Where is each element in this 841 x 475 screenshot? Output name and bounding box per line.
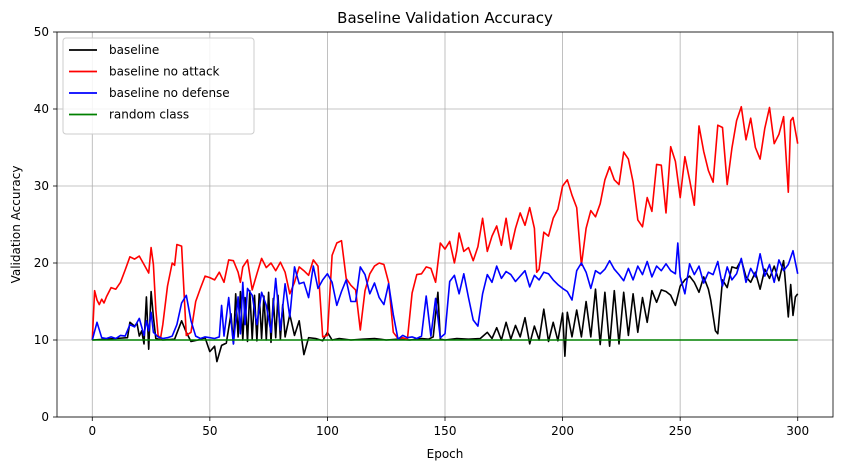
legend-label-baseline-no-defense: baseline no defense xyxy=(109,86,230,100)
x-tick-label: 0 xyxy=(88,424,96,438)
legend: baseline baseline no attack baseline no de… xyxy=(62,37,255,135)
x-tick-label: 50 xyxy=(202,424,217,438)
y-tick-label: 0 xyxy=(41,410,49,424)
y-tick-label: 20 xyxy=(34,256,49,270)
legend-label-random-class: random class xyxy=(109,108,189,122)
x-tick-label: 150 xyxy=(434,424,457,438)
x-tick-label: 250 xyxy=(669,424,692,438)
ticks: 0 50 100 150 200 250 300 0 10 20 30 40 50 xyxy=(34,25,809,438)
series-layer xyxy=(91,105,799,363)
legend-entries: baseline baseline no attack baseline no de… xyxy=(69,43,230,122)
x-axis-label: Epoch xyxy=(427,447,464,461)
y-tick-label: 30 xyxy=(34,179,49,193)
y-axis-label: Validation Accuracy xyxy=(9,166,23,284)
y-tick-label: 50 xyxy=(34,25,49,39)
x-tick-label: 100 xyxy=(316,424,339,438)
legend-box xyxy=(62,37,255,135)
y-tick-label: 40 xyxy=(34,102,49,116)
y-tick-label: 10 xyxy=(34,333,49,347)
chart-title: Baseline Validation Accuracy xyxy=(337,9,553,27)
series-line-baseline xyxy=(92,259,799,363)
series-line-baseline-no-attack xyxy=(91,105,799,341)
series-line-baseline-no-defense xyxy=(91,242,799,345)
legend-label-baseline: baseline xyxy=(109,43,159,57)
x-tick-label: 200 xyxy=(551,424,574,438)
legend-label-baseline-no-attack: baseline no attack xyxy=(109,65,220,79)
x-tick-label: 300 xyxy=(786,424,809,438)
